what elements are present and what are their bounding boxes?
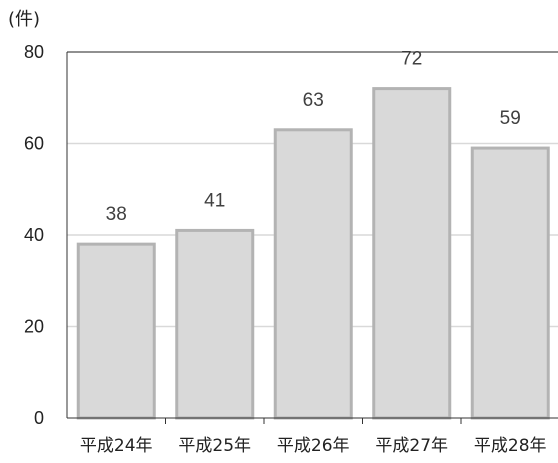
x-category-label: 平成25年 xyxy=(178,436,251,456)
bar-value-label: 59 xyxy=(500,108,521,129)
x-axis-categories: 平成24年 平成25年 平成26年 平成27年 平成28年 xyxy=(80,436,547,456)
y-tick-label: 40 xyxy=(24,225,44,245)
y-axis-unit-label: (件) xyxy=(8,9,40,30)
x-category-label: 平成26年 xyxy=(277,436,350,456)
x-category-label: 平成28年 xyxy=(474,436,547,456)
x-category-label: 平成24年 xyxy=(80,436,153,456)
bar xyxy=(372,87,452,420)
bar-value-label: 72 xyxy=(401,49,422,70)
bar xyxy=(175,228,255,420)
bar-value-label: 38 xyxy=(106,204,127,225)
y-tick-label: 80 xyxy=(24,42,44,62)
bar xyxy=(273,128,353,420)
y-tick-label: 0 xyxy=(34,408,44,428)
y-axis-ticks: 0 20 40 60 80 xyxy=(24,42,44,428)
axes xyxy=(66,51,558,424)
x-category-label: 平成27年 xyxy=(375,436,448,456)
bar xyxy=(76,242,156,420)
bars xyxy=(76,87,550,420)
y-tick-label: 60 xyxy=(24,134,44,154)
bar xyxy=(470,146,550,420)
data-labels: 38 41 63 72 59 xyxy=(106,49,521,226)
bar-value-label: 41 xyxy=(204,190,225,211)
y-tick-label: 20 xyxy=(24,317,44,337)
bar-value-label: 63 xyxy=(303,90,324,111)
